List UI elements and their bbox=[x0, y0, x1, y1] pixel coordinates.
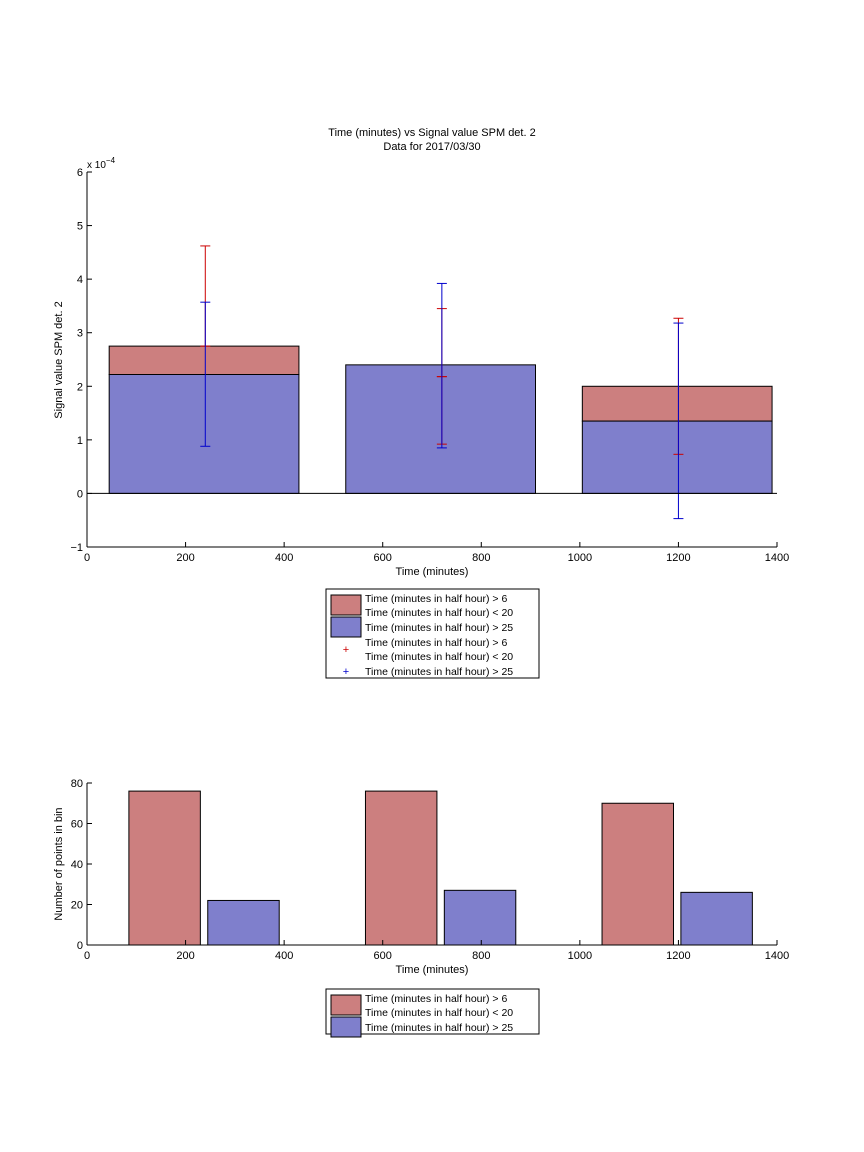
y-tick-label: 80 bbox=[71, 778, 83, 790]
y-tick-label: 40 bbox=[71, 859, 83, 871]
chart-subtitle: Data for 2017/03/30 bbox=[383, 141, 480, 153]
legend-label-2: Time (minutes in half hour) > 6 bbox=[365, 637, 507, 649]
x-tick-label: 600 bbox=[374, 950, 392, 962]
bar-red-2 bbox=[581, 385, 773, 422]
legend-swatch-1 bbox=[330, 616, 362, 638]
legend: Time (minutes in half hour) > 6 Time (min… bbox=[325, 588, 540, 679]
x-tick-label: 400 bbox=[275, 950, 293, 962]
x-tick-label: 1200 bbox=[666, 552, 690, 564]
bar-red-1 bbox=[364, 790, 438, 946]
x-tick-label: 200 bbox=[176, 950, 194, 962]
bar-blue-2 bbox=[581, 420, 773, 494]
legend-label-0: Time (minutes in half hour) > 6 bbox=[365, 993, 507, 1005]
legend-label-0-line2: Time (minutes in half hour) < 20 bbox=[365, 607, 513, 619]
legend-marker-3: + bbox=[343, 666, 349, 678]
bar-blue-0 bbox=[108, 374, 300, 494]
legend-label-0-line2: Time (minutes in half hour) < 20 bbox=[365, 1007, 513, 1019]
chart-title: Time (minutes) vs Signal value SPM det. … bbox=[328, 127, 535, 139]
y-tick-label: 1 bbox=[77, 435, 83, 447]
x-tick-label: 0 bbox=[84, 950, 90, 962]
y-tick-label: 3 bbox=[77, 328, 83, 340]
legend-label-2-line2: Time (minutes in half hour) < 20 bbox=[365, 651, 513, 663]
legend-marker-2: + bbox=[343, 644, 349, 656]
count-chart: 0 200 400 600 800 1000 1200 1400 0 20 40 60 80 Time … bbox=[53, 778, 789, 1038]
y-exponent-base: x 10 bbox=[87, 160, 106, 171]
y-tick-label: 60 bbox=[71, 819, 83, 831]
legend-swatch-0 bbox=[330, 994, 362, 1016]
y-axis-label: Number of points in bin bbox=[53, 807, 65, 920]
y-tick-label: 0 bbox=[77, 940, 83, 952]
bar-blue-0 bbox=[207, 899, 280, 946]
bar-red-0 bbox=[108, 345, 300, 376]
y-tick-label: −1 bbox=[70, 542, 83, 554]
bar-blue-1 bbox=[443, 889, 517, 946]
x-tick-label: 1200 bbox=[666, 950, 690, 962]
x-tick-label: 1000 bbox=[568, 950, 592, 962]
x-tick-label: 800 bbox=[472, 950, 490, 962]
y-tick-label: 4 bbox=[77, 274, 83, 286]
y-tick-label: 5 bbox=[77, 221, 83, 233]
y-tick-label: 20 bbox=[71, 900, 83, 912]
legend-label-0: Time (minutes in half hour) > 6 bbox=[365, 593, 507, 605]
x-tick-label: 1000 bbox=[568, 552, 592, 564]
x-tick-label: 600 bbox=[374, 552, 392, 564]
bar-red-2 bbox=[601, 802, 674, 946]
bar-blue-1 bbox=[345, 364, 536, 494]
y-tick-label: 0 bbox=[77, 488, 83, 500]
signal-chart: Time (minutes) vs Signal value SPM det. … bbox=[53, 127, 789, 679]
y-tick-label: 6 bbox=[77, 167, 83, 179]
bar-blue-2 bbox=[680, 891, 753, 946]
legend-label-1: Time (minutes in half hour) > 25 bbox=[365, 1022, 513, 1034]
x-tick-label: 200 bbox=[176, 552, 194, 564]
x-axis-label: Time (minutes) bbox=[396, 964, 469, 976]
y-exponent-power: −4 bbox=[106, 156, 116, 165]
x-tick-label: 0 bbox=[84, 552, 90, 564]
legend-label-3: Time (minutes in half hour) > 25 bbox=[365, 666, 513, 678]
y-tick-label: 2 bbox=[77, 381, 83, 393]
x-tick-label: 1400 bbox=[765, 552, 789, 564]
x-axis-label: Time (minutes) bbox=[396, 566, 469, 578]
x-tick-label: 800 bbox=[472, 552, 490, 564]
y-exponent-label: x 10−4 bbox=[87, 156, 116, 171]
legend: Time (minutes in half hour) > 6 Time (min… bbox=[325, 988, 540, 1038]
legend-swatch-0 bbox=[330, 594, 362, 616]
x-tick-label: 400 bbox=[275, 552, 293, 564]
legend-label-1: Time (minutes in half hour) > 25 bbox=[365, 622, 513, 634]
bar-red-0 bbox=[128, 790, 201, 946]
x-tick-label: 1400 bbox=[765, 950, 789, 962]
legend-swatch-1 bbox=[330, 1016, 362, 1038]
y-axis-label: Signal value SPM det. 2 bbox=[53, 301, 65, 418]
